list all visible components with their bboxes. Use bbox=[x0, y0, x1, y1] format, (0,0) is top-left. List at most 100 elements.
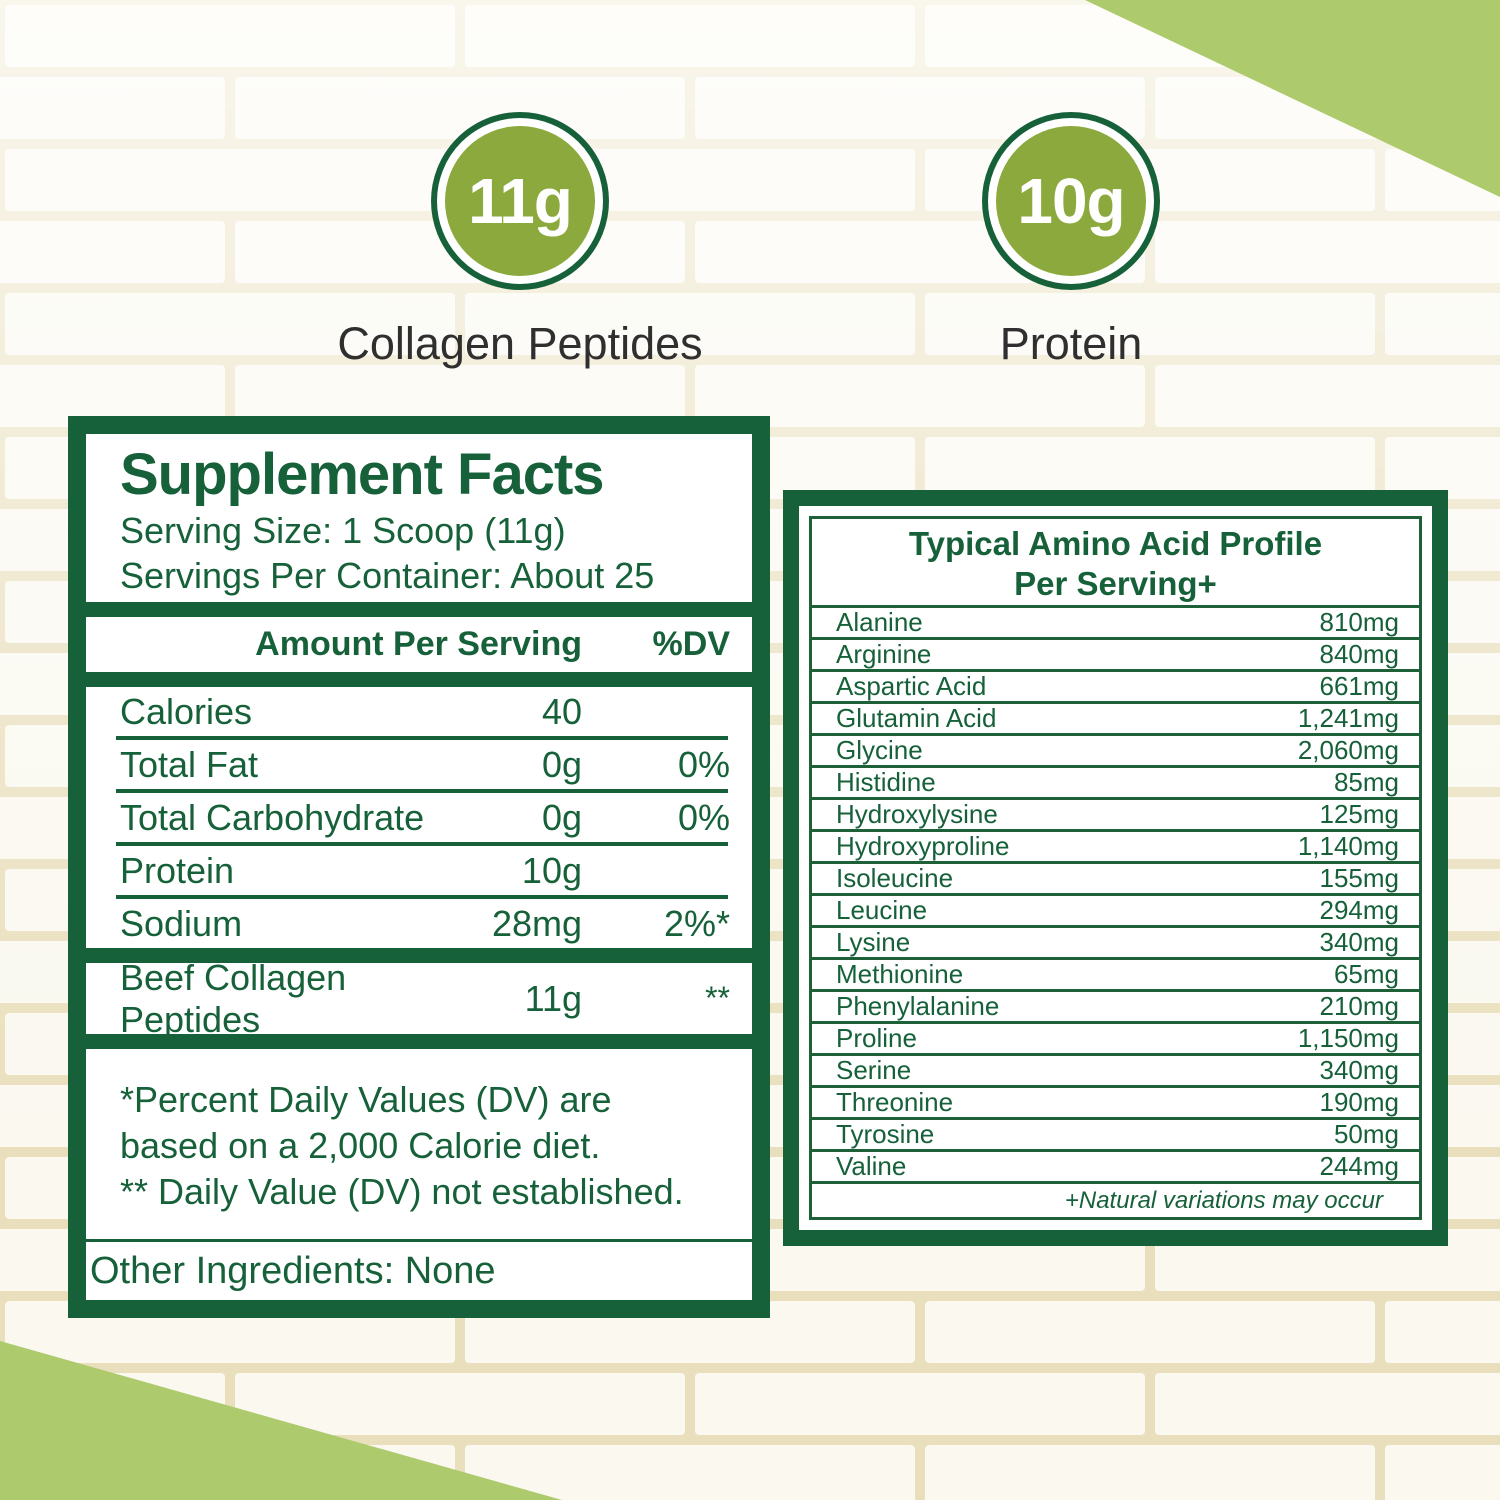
section-divider-bar bbox=[86, 1034, 752, 1049]
amino-acid-name: Leucine bbox=[836, 895, 928, 925]
nutrient-dv: 0% bbox=[677, 743, 730, 785]
supplement-facts-title: Supplement Facts bbox=[120, 442, 605, 507]
amino-acid-amount: 340mg bbox=[1319, 927, 1400, 957]
amino-acid-name: Histidine bbox=[836, 767, 936, 797]
nutrient-amount: 28mg bbox=[491, 902, 582, 944]
amino-acid-name: Glutamin Acid bbox=[836, 703, 997, 733]
amino-acid-name: Arginine bbox=[836, 639, 932, 669]
amino-acid-amount: 1,150mg bbox=[1297, 1023, 1399, 1053]
protein-badge-disc: 10g bbox=[996, 126, 1146, 276]
amino-acid-panel: Typical Amino Acid Profile Per Serving+ … bbox=[783, 490, 1448, 1246]
amino-acid-row: Methionine 65mg bbox=[812, 957, 1419, 989]
amino-acid-row: Hydroxylysine 125mg bbox=[812, 797, 1419, 829]
amino-acid-amount: 50mg bbox=[1333, 1119, 1399, 1149]
amino-acid-row: Alanine 810mg bbox=[812, 605, 1419, 637]
amino-acid-amount: 810mg bbox=[1319, 607, 1400, 637]
amino-acid-name: Hydroxyproline bbox=[836, 831, 1010, 861]
amino-acid-amount: 155mg bbox=[1319, 863, 1400, 893]
row-separator bbox=[116, 736, 728, 740]
amino-acid-row: Lysine 340mg bbox=[812, 925, 1419, 957]
amino-acid-amount: 294mg bbox=[1319, 895, 1400, 925]
protein-grams: 10g bbox=[1017, 165, 1125, 237]
amino-acid-amount: 661mg bbox=[1319, 671, 1400, 701]
nutrient-amount: 10g bbox=[521, 849, 582, 891]
nutrient-row: Total Carbohydrate 0g 0% bbox=[86, 793, 752, 842]
amino-acid-row: Phenylalanine 210mg bbox=[812, 989, 1419, 1021]
ingredient-amount: 11g bbox=[524, 977, 582, 1019]
section-divider-bar bbox=[86, 948, 752, 963]
servings-per-container: Servings Per Container: About 25 bbox=[120, 555, 655, 596]
collagen-grams: 11g bbox=[468, 165, 573, 237]
ingredient-row: Beef Collagen Peptides 11g ** bbox=[86, 957, 752, 1040]
nutrient-name: Total Fat bbox=[120, 743, 259, 785]
nutrient-row: Sodium 28mg 2%* bbox=[86, 899, 752, 948]
amino-acid-amount: 840mg bbox=[1319, 639, 1400, 669]
nutrient-dv: 0% bbox=[677, 796, 730, 838]
row-separator bbox=[116, 842, 728, 846]
amino-acid-row: Proline 1,150mg bbox=[812, 1021, 1419, 1053]
amino-acid-amount: 125mg bbox=[1319, 799, 1400, 829]
amino-acid-name: Tyrosine bbox=[836, 1119, 935, 1149]
amino-acid-name: Aspartic Acid bbox=[836, 671, 987, 701]
amino-acid-row: Glutamin Acid 1,241mg bbox=[812, 701, 1419, 733]
amino-acid-name: Serine bbox=[836, 1055, 912, 1085]
collagen-badge-disc: 11g bbox=[445, 126, 595, 276]
amino-acid-row: Histidine 85mg bbox=[812, 765, 1419, 797]
section-divider-bar bbox=[86, 602, 752, 617]
amount-header-label: Amount Per Serving bbox=[255, 625, 582, 663]
amino-acid-amount: 1,241mg bbox=[1297, 703, 1399, 733]
ingredient-name: Beef Collagen Peptides bbox=[120, 956, 347, 1040]
footnote-dv-basis: *Percent Daily Values (DV) are based on … bbox=[120, 1079, 612, 1166]
amino-acid-amount: 65mg bbox=[1333, 959, 1399, 989]
nutrient-row: Calories 40 bbox=[86, 687, 752, 736]
supplement-facts-header: Supplement Facts Serving Size: 1 Scoop (… bbox=[86, 434, 752, 602]
serving-size: Serving Size: 1 Scoop (11g) bbox=[120, 510, 566, 551]
amino-acid-row: Threonine 190mg bbox=[812, 1085, 1419, 1117]
row-separator bbox=[116, 789, 728, 793]
amino-acid-name: Lysine bbox=[836, 927, 911, 957]
footnotes: *Percent Daily Values (DV) are based on … bbox=[86, 1049, 752, 1239]
amino-acid-name: Phenylalanine bbox=[836, 991, 1000, 1021]
amino-acid-amount: 2,060mg bbox=[1297, 735, 1399, 765]
amino-acid-table: Typical Amino Acid Profile Per Serving+ … bbox=[809, 516, 1422, 1220]
amino-acid-title-line1: Typical Amino Acid Profile bbox=[908, 525, 1323, 562]
nutrient-name: Total Carbohydrate bbox=[120, 796, 425, 838]
amino-acid-name: Hydroxylysine bbox=[836, 799, 998, 829]
nutrient-amount: 0g bbox=[541, 796, 582, 838]
amino-acid-row: Arginine 840mg bbox=[812, 637, 1419, 669]
supplement-facts-panel: Supplement Facts Serving Size: 1 Scoop (… bbox=[68, 416, 770, 1318]
amino-acid-name: Methionine bbox=[836, 959, 964, 989]
amino-acid-name: Glycine bbox=[836, 735, 923, 765]
amino-acid-row: Tyrosine 50mg bbox=[812, 1117, 1419, 1149]
amino-acid-footnote: +Natural variations may occur bbox=[812, 1181, 1419, 1217]
amino-acid-name: Isoleucine bbox=[836, 863, 954, 893]
thin-divider bbox=[86, 1239, 752, 1242]
dv-header-label: %DV bbox=[652, 625, 730, 663]
nutrient-amount: 40 bbox=[541, 690, 582, 732]
amino-acid-name: Threonine bbox=[836, 1087, 954, 1117]
amino-acid-name: Alanine bbox=[836, 607, 923, 637]
amino-acid-row: Serine 340mg bbox=[812, 1053, 1419, 1085]
nutrient-row: Total Fat 0g 0% bbox=[86, 740, 752, 789]
amino-acid-row: Hydroxyproline 1,140mg bbox=[812, 829, 1419, 861]
amino-acid-amount: 190mg bbox=[1319, 1087, 1400, 1117]
protein-badge: 10g bbox=[982, 112, 1160, 290]
amino-acid-row: Aspartic Acid 661mg bbox=[812, 669, 1419, 701]
amino-acid-row: Leucine 294mg bbox=[812, 893, 1419, 925]
protein-badge-label: Protein bbox=[999, 318, 1143, 369]
footnote-dv-not-established: ** Daily Value (DV) not established. bbox=[120, 1171, 684, 1212]
nutrient-name: Calories bbox=[120, 690, 253, 732]
nutrient-row: Protein 10g bbox=[86, 846, 752, 895]
ingredient-dv: ** bbox=[705, 980, 730, 1016]
section-divider-bar bbox=[86, 672, 752, 687]
amino-acid-name: Proline bbox=[836, 1023, 917, 1053]
amino-acid-row: Glycine 2,060mg bbox=[812, 733, 1419, 765]
amino-acid-amount: 210mg bbox=[1319, 991, 1400, 1021]
amino-acid-amount: 1,140mg bbox=[1297, 831, 1399, 861]
sf-rows: Calories 40 Total Fat 0g 0% Total Carbohydrat… bbox=[86, 687, 752, 948]
nutrient-name: Sodium bbox=[120, 902, 243, 944]
amino-acid-name: Valine bbox=[836, 1151, 907, 1181]
nutrient-name: Protein bbox=[120, 849, 235, 891]
amino-acid-amount: 340mg bbox=[1319, 1055, 1400, 1085]
